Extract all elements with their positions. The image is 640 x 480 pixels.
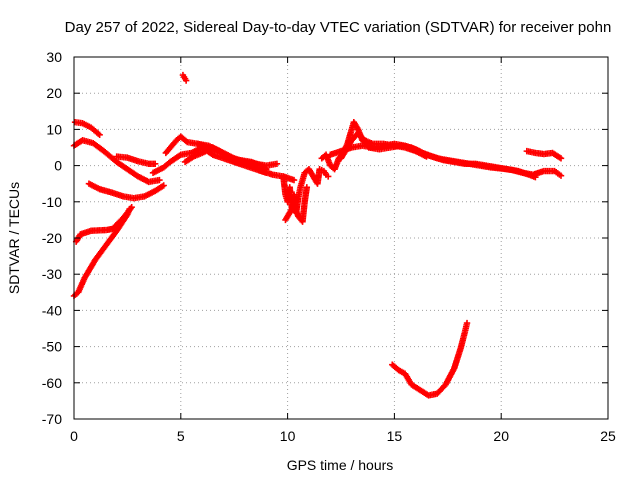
data-point bbox=[182, 77, 190, 84]
series-arc-d bbox=[113, 153, 159, 167]
series-arc-c bbox=[85, 180, 167, 202]
data-point bbox=[290, 176, 298, 184]
axis-ticks: 0 5 10 15 20 25 -70 -60 -50 -40 -30 -20 -10 0 10 20 30 bbox=[42, 49, 616, 444]
data-point bbox=[263, 166, 270, 173]
data-point bbox=[463, 319, 471, 327]
data-point bbox=[557, 172, 565, 179]
y-axis-label: SDTVAR / TECUs bbox=[6, 182, 22, 294]
y-tick-label: -70 bbox=[42, 411, 62, 427]
data-point bbox=[324, 173, 332, 180]
series-arc-q bbox=[389, 319, 471, 399]
data-point bbox=[160, 182, 167, 189]
x-tick-label: 25 bbox=[600, 428, 616, 444]
series-arc-b bbox=[70, 137, 163, 186]
data-point bbox=[126, 205, 133, 213]
x-tick-label: 20 bbox=[493, 428, 509, 444]
series-arc-e bbox=[72, 204, 135, 245]
series-arc-a-upper bbox=[71, 118, 103, 139]
y-tick-label: -30 bbox=[42, 266, 62, 282]
y-tick-label: 30 bbox=[46, 49, 62, 65]
x-tick-label: 10 bbox=[280, 428, 296, 444]
series-arc-l bbox=[282, 184, 311, 225]
series-arc-j bbox=[194, 140, 270, 173]
data-series bbox=[70, 71, 565, 399]
y-tick-label: -10 bbox=[42, 194, 62, 210]
grid bbox=[74, 57, 608, 419]
y-tick-label: 10 bbox=[46, 121, 62, 137]
data-point bbox=[557, 155, 565, 162]
y-tick-label: 20 bbox=[46, 85, 62, 101]
series-arc-n bbox=[327, 140, 565, 179]
x-axis-label: GPS time / hours bbox=[287, 457, 394, 473]
series-arc-o bbox=[337, 129, 430, 162]
data-point bbox=[151, 160, 159, 167]
series-point-outlier bbox=[179, 71, 190, 84]
y-tick-label: -50 bbox=[42, 339, 62, 355]
data-point bbox=[303, 184, 311, 191]
x-tick-label: 5 bbox=[177, 428, 185, 444]
data-point bbox=[96, 131, 103, 139]
y-tick-label: -60 bbox=[42, 375, 62, 391]
chart-title: Day 257 of 2022, Sidereal Day-to-day VTE… bbox=[65, 19, 612, 36]
data-point bbox=[273, 160, 281, 167]
series-arc-f bbox=[70, 205, 133, 300]
data-point bbox=[423, 153, 430, 160]
x-tick-label: 0 bbox=[70, 428, 78, 444]
y-tick-label: 0 bbox=[54, 158, 62, 174]
data-point bbox=[156, 176, 163, 184]
y-tick-label: -20 bbox=[42, 230, 62, 246]
y-tick-label: -40 bbox=[42, 302, 62, 318]
series-arc-p bbox=[523, 147, 565, 162]
x-tick-label: 15 bbox=[387, 428, 403, 444]
